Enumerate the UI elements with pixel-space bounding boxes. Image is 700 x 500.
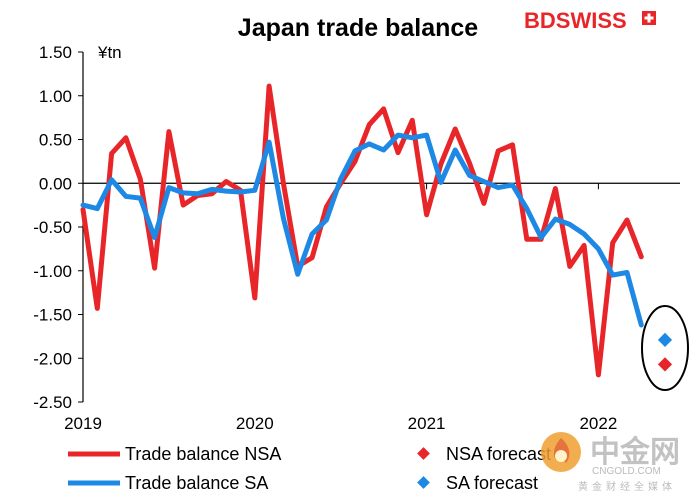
x-tick-label: 2020	[236, 414, 274, 433]
chart-title: Japan trade balance	[238, 14, 478, 42]
y-tick-label: 1.00	[39, 87, 72, 106]
watermark-domain: CNGOLD.COM	[592, 466, 661, 477]
x-tick-label: 2022	[579, 414, 617, 433]
watermark-tagline: 黄金财经全媒体	[578, 480, 676, 493]
watermark-name: 中金网	[590, 435, 680, 469]
y-axis: 1.50 1.00 0.50 0.00 -0.50 -1.00 -1.50 -2.00 -2.5…	[33, 43, 84, 412]
series-layer	[80, 83, 644, 378]
unit-label: ¥tn	[97, 43, 122, 62]
forecast-point-nsa	[657, 357, 673, 372]
legend-item-sa-forecast: SA forecast	[417, 473, 538, 493]
y-tick-label: -1.50	[33, 306, 72, 325]
legend-item-sa: Trade balance SA	[68, 473, 268, 493]
legend-label-nsa-forecast: NSA forecast	[446, 444, 551, 464]
x-tick-label: 2021	[408, 414, 446, 433]
y-tick-label: -1.00	[33, 262, 72, 281]
y-tick-label: -2.50	[33, 393, 72, 412]
series-line-sa	[80, 132, 644, 328]
x-tick-label: 2019	[64, 414, 102, 433]
cngold-watermark: 中金网 CNGOLD.COM 黄金财经全媒体	[541, 432, 680, 493]
flame-logo-icon	[541, 432, 581, 472]
brand-text: BDSWISS	[524, 8, 627, 33]
legend-item-nsa: Trade balance NSA	[68, 444, 281, 464]
forecast-point-sa	[657, 332, 673, 347]
y-tick-label: 0.50	[39, 131, 72, 150]
legend-label-sa-forecast: SA forecast	[446, 473, 538, 493]
bdswiss-logo: BDSWISS	[524, 8, 656, 33]
legend-label-sa: Trade balance SA	[125, 473, 268, 493]
x-axis: 2019 2020 2021 2022	[64, 182, 680, 433]
series-line-nsa	[80, 83, 644, 378]
y-tick-label: -0.50	[33, 218, 72, 237]
forecast-highlight-ellipse	[641, 305, 689, 391]
legend-item-nsa-forecast: NSA forecast	[417, 444, 551, 464]
swiss-cross-icon	[642, 11, 656, 25]
y-tick-label: 0.00	[39, 174, 72, 193]
y-tick-label: -2.00	[33, 349, 72, 368]
legend: Trade balance NSA Trade balance SA NSA f…	[68, 444, 551, 493]
legend-label-nsa: Trade balance NSA	[125, 444, 281, 464]
forecast-layer	[657, 332, 673, 372]
y-tick-label: 1.50	[39, 43, 72, 62]
